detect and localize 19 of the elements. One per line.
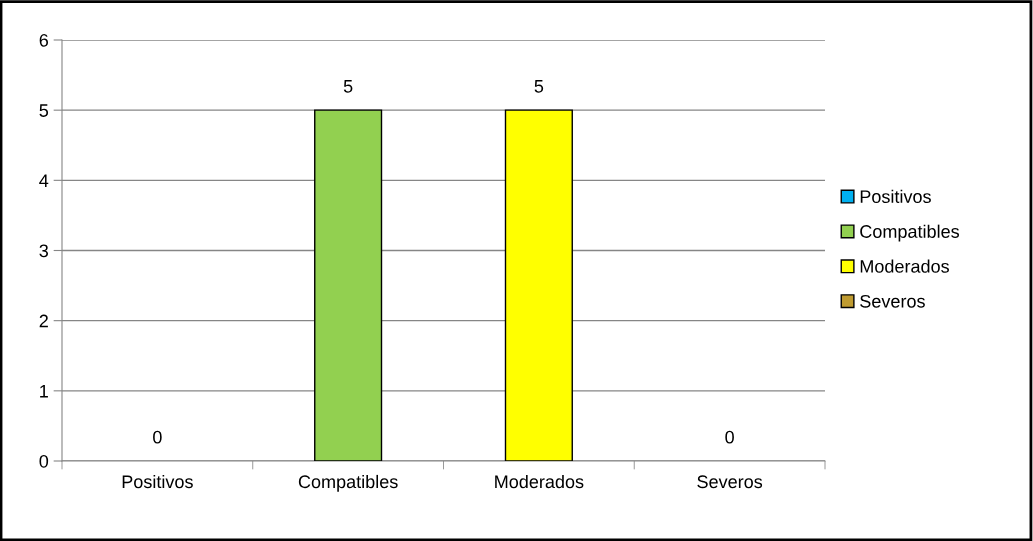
y-tick-label: 6 bbox=[39, 33, 49, 47]
legend-label: Severos bbox=[860, 294, 925, 308]
x-tick-label: Moderados bbox=[495, 474, 584, 489]
y-tick-label: 3 bbox=[39, 244, 49, 258]
x-tick-label: Positivos bbox=[122, 474, 193, 489]
data-label: 0 bbox=[725, 430, 734, 444]
legend-label: Compatibles bbox=[860, 224, 960, 242]
x-tick-label: Compatibles bbox=[298, 474, 398, 492]
data-label: 5 bbox=[343, 80, 353, 93]
y-tick-label: 4 bbox=[39, 174, 49, 187]
data-label: 5 bbox=[534, 80, 544, 93]
x-tick-label: Severos bbox=[697, 475, 763, 489]
data-label: 0 bbox=[153, 430, 162, 444]
legend-label: Positivos bbox=[860, 189, 931, 204]
y-tick-label: 0 bbox=[39, 454, 49, 468]
legend-label: Moderados bbox=[860, 259, 949, 273]
y-tick-label: 1 bbox=[40, 384, 48, 398]
y-tick-label: 2 bbox=[39, 314, 48, 328]
y-tick-label: 5 bbox=[39, 104, 49, 117]
